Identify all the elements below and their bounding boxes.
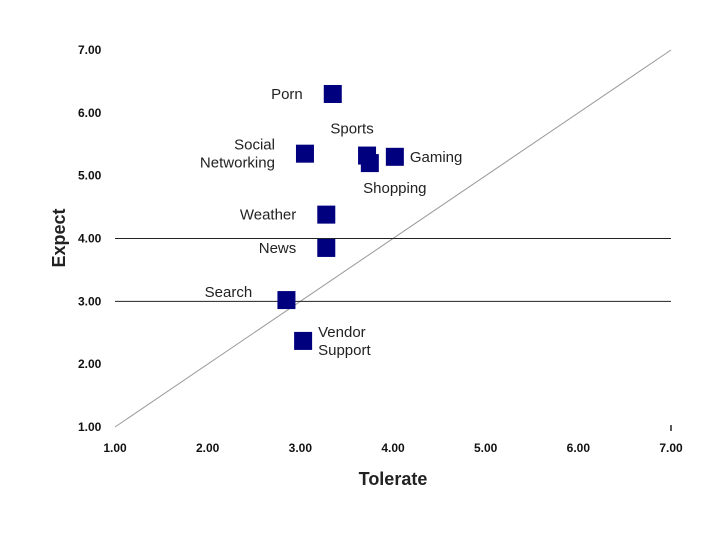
- point-label-line: Sports: [330, 121, 373, 138]
- data-point-shopping: [360, 154, 379, 173]
- point-label-line: Networking: [200, 155, 275, 172]
- data-point-weather: [317, 205, 336, 224]
- point-label-search: Search: [205, 284, 253, 301]
- data-point-vendor-support: [294, 331, 313, 350]
- point-label-vendor-support: Vendor Support: [318, 324, 371, 359]
- point-label-shopping: Shopping: [363, 180, 426, 197]
- point-label-social-networking: Social Networking: [200, 137, 275, 172]
- x-axis-title: Tolerate: [359, 469, 428, 489]
- y-axis-title: Expect: [49, 208, 69, 267]
- point-label-line: News: [259, 240, 297, 257]
- x-axis-ticks: 1.00 2.00 3.00 4.00 5.00 6.00 7.00: [103, 441, 683, 455]
- point-label-line: Gaming: [410, 149, 463, 166]
- y-tick-label: 1.00: [78, 420, 102, 434]
- y-tick-label: 5.00: [78, 169, 102, 183]
- point-label-news: News: [259, 240, 297, 257]
- x-tick-label: 6.00: [567, 441, 591, 455]
- point-label-line: Shopping: [363, 180, 426, 197]
- y-tick-label: 6.00: [78, 106, 102, 120]
- point-labels: Porn Social Networking Sports Shopping Gaming…: [200, 86, 462, 359]
- y-tick-label: 2.00: [78, 357, 102, 371]
- y-tick-label: 4.00: [78, 232, 102, 246]
- y-tick-label: 3.00: [78, 294, 102, 308]
- point-label-line: Weather: [240, 207, 296, 224]
- x-tick-label: 5.00: [474, 441, 498, 455]
- point-label-line: Porn: [271, 86, 303, 103]
- x-tick-label: 7.00: [659, 441, 683, 455]
- reference-lines: [114, 49, 672, 431]
- x-tick-label: 3.00: [289, 441, 313, 455]
- point-label-porn: Porn: [271, 86, 303, 103]
- y-axis-ticks: 1.00 2.00 3.00 4.00 5.00 6.00 7.00: [78, 43, 102, 434]
- point-label-line: Social: [234, 137, 275, 154]
- point-label-line: Search: [205, 284, 253, 301]
- x-tick-label: 1.00: [103, 441, 127, 455]
- data-point-news: [317, 238, 336, 257]
- y-tick-label: 7.00: [78, 43, 102, 57]
- data-points: [277, 84, 404, 350]
- data-point-social-networking: [295, 144, 314, 163]
- data-point-search: [277, 291, 296, 310]
- point-label-line: Vendor: [318, 324, 366, 341]
- point-label-gaming: Gaming: [410, 149, 463, 166]
- point-label-weather: Weather: [240, 207, 296, 224]
- data-point-porn: [323, 84, 342, 103]
- point-label-sports: Sports: [330, 121, 373, 138]
- x-tick-label: 2.00: [196, 441, 220, 455]
- data-point-gaming: [385, 147, 404, 166]
- point-label-line: Support: [318, 342, 371, 359]
- x-tick-label: 4.00: [381, 441, 405, 455]
